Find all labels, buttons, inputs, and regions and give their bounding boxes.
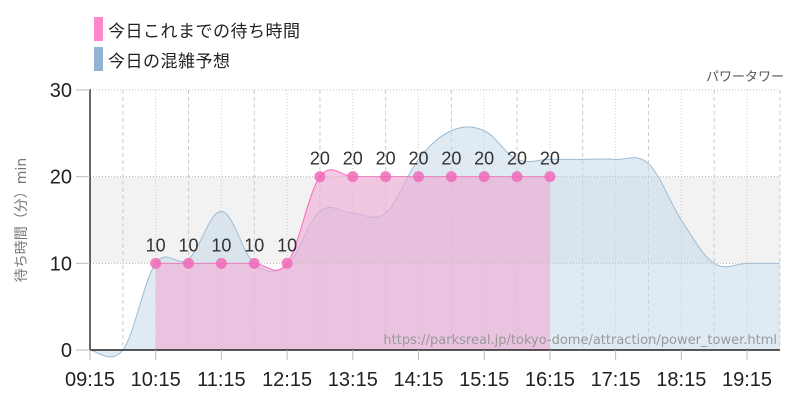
- y-axis-label: 待ち時間（分）min: [14, 158, 30, 282]
- data-label: 20: [540, 149, 560, 169]
- x-tick-label: 09:15: [65, 369, 115, 391]
- data-point[interactable]: [511, 171, 523, 183]
- x-tick-label: 11:15: [197, 369, 246, 391]
- data-point[interactable]: [281, 257, 293, 269]
- legend-swatch-actual: [94, 17, 103, 41]
- y-tick-label: 20: [50, 167, 72, 189]
- x-tick-label: 14:15: [393, 369, 443, 391]
- x-tick-label: 16:15: [525, 369, 575, 391]
- data-point[interactable]: [413, 171, 424, 183]
- data-label: 10: [211, 235, 231, 255]
- data-label: 20: [474, 149, 494, 169]
- forecast-line: [89, 126, 780, 358]
- data-label: 20: [408, 149, 428, 169]
- data-label: 10: [146, 235, 166, 255]
- y-tick-label: 10: [50, 253, 72, 275]
- x-tick-label: 13:15: [328, 369, 378, 391]
- data-label: 10: [179, 235, 199, 255]
- data-point[interactable]: [183, 257, 195, 269]
- data-point[interactable]: [314, 171, 326, 183]
- legend-label-actual: 今日これまでの待ち時間: [108, 21, 301, 42]
- legend-item-forecast[interactable]: 今日の混雑予想: [94, 44, 301, 74]
- x-tick-label: 18:15: [656, 369, 706, 391]
- data-label: 20: [343, 149, 363, 169]
- data-label: 10: [244, 235, 264, 255]
- x-tick-label: 15:15: [459, 369, 509, 391]
- actual-area: [155, 169, 550, 350]
- x-tick-label: 12:15: [262, 369, 312, 391]
- legend-swatch-forecast: [94, 47, 103, 71]
- y-tick-label: 0: [61, 340, 72, 362]
- data-point[interactable]: [380, 171, 392, 183]
- y-tick-label: 30: [50, 80, 72, 102]
- data-point[interactable]: [478, 171, 490, 183]
- legend-label-forecast: 今日の混雑予想: [108, 51, 231, 72]
- data-point[interactable]: [445, 171, 457, 183]
- attraction-name: パワータワー: [705, 70, 784, 85]
- data-label: 20: [310, 149, 330, 169]
- data-label: 20: [376, 149, 396, 169]
- x-tick-label: 17:15: [591, 369, 641, 391]
- x-tick-label: 10:15: [131, 369, 181, 391]
- legend: 今日これまでの待ち時間 今日の混雑予想: [94, 14, 301, 74]
- data-point[interactable]: [544, 171, 556, 183]
- data-label: 10: [277, 235, 297, 255]
- data-point[interactable]: [248, 257, 260, 269]
- data-label: 20: [441, 149, 461, 169]
- legend-item-actual[interactable]: 今日これまでの待ち時間: [94, 14, 301, 44]
- data-point[interactable]: [347, 171, 359, 183]
- source-url-watermark: https://parksreal.jp/tokyo-dome/attracti…: [383, 333, 777, 348]
- data-label: 20: [507, 149, 527, 169]
- data-point[interactable]: [215, 257, 227, 269]
- x-tick-label: 19:15: [722, 369, 772, 391]
- data-point[interactable]: [150, 257, 162, 269]
